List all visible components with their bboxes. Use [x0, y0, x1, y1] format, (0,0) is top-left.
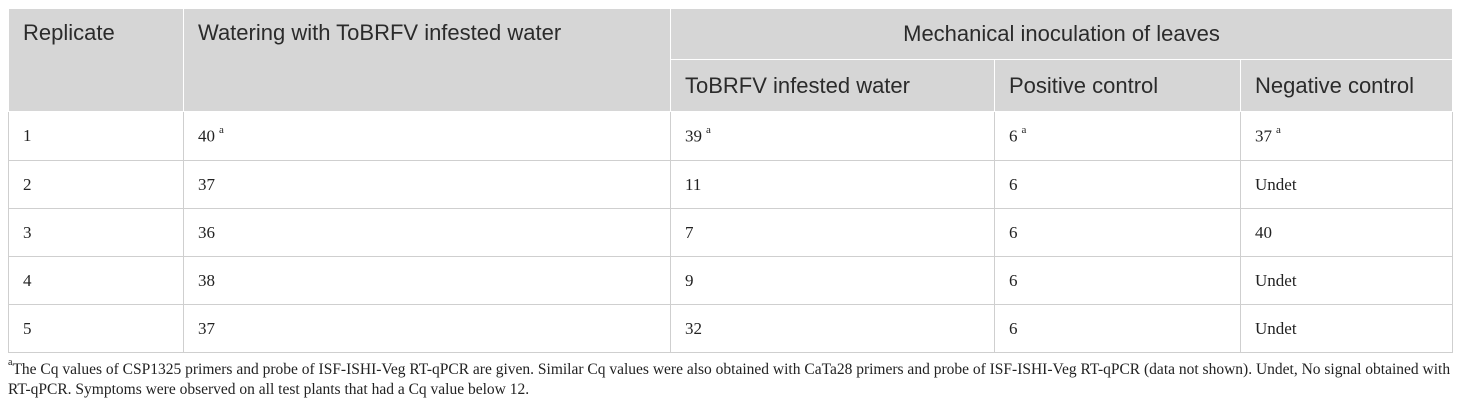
- header-positive-control: Positive control: [994, 59, 1241, 112]
- cell-negative-control: 37 a: [1240, 111, 1453, 161]
- cell-watering: 37: [183, 304, 671, 353]
- cell-positive-control: 6: [994, 160, 1241, 209]
- table-row: 3 36 7 6 40: [8, 208, 1453, 257]
- cell-tobrfv-water: 32: [670, 304, 995, 353]
- cell-positive-control: 6: [994, 208, 1241, 257]
- cell-negative-control: Undet: [1240, 160, 1453, 209]
- cell-positive-control: 6: [994, 256, 1241, 305]
- results-table: Replicate Watering with ToBRFV infested …: [8, 8, 1453, 353]
- cell-negative-control: 40: [1240, 208, 1453, 257]
- table-footnote: aThe Cq values of CSP1325 primers and pr…: [8, 356, 1452, 400]
- cell-tobrfv-water: 9: [670, 256, 995, 305]
- cell-watering: 37: [183, 160, 671, 209]
- cell-negative-control: Undet: [1240, 256, 1453, 305]
- cell-replicate: 4: [8, 256, 184, 305]
- table-row: 5 37 32 6 Undet: [8, 304, 1453, 353]
- cell-replicate: 1: [8, 111, 184, 161]
- cell-tobrfv-water: 11: [670, 160, 995, 209]
- footnote-marker: a: [1276, 123, 1281, 136]
- cell-watering: 40 a: [183, 111, 671, 161]
- cell-positive-control: 6: [994, 304, 1241, 353]
- table-container: Replicate Watering with ToBRFV infested …: [8, 8, 1453, 353]
- footnote-text: The Cq values of CSP1325 primers and pro…: [8, 361, 1451, 399]
- cell-watering: 36: [183, 208, 671, 257]
- header-watering: Watering with ToBRFV infested water: [183, 8, 671, 112]
- header-negative-control: Negative control: [1240, 59, 1453, 112]
- cell-watering: 38: [183, 256, 671, 305]
- cell-replicate: 3: [8, 208, 184, 257]
- footnote-marker: a: [219, 123, 224, 136]
- cell-replicate: 2: [8, 160, 184, 209]
- table-header: Replicate Watering with ToBRFV infested …: [8, 8, 1453, 112]
- table-row: 4 38 9 6 Undet: [8, 256, 1453, 305]
- header-tobrfv-infested-water: ToBRFV infested water: [670, 59, 995, 112]
- cell-tobrfv-water: 39 a: [670, 111, 995, 161]
- footnote-marker: a: [1021, 123, 1027, 136]
- cell-tobrfv-water: 7: [670, 208, 995, 257]
- footnote-marker: a: [8, 357, 13, 368]
- cell-negative-control: Undet: [1240, 304, 1453, 353]
- cell-replicate: 5: [8, 304, 184, 353]
- header-replicate: Replicate: [8, 8, 184, 112]
- table-row: 2 37 11 6 Undet: [8, 160, 1453, 209]
- header-mechanical-inoculation: Mechanical inoculation of leaves: [670, 8, 1453, 60]
- footnote-marker: a: [706, 123, 711, 136]
